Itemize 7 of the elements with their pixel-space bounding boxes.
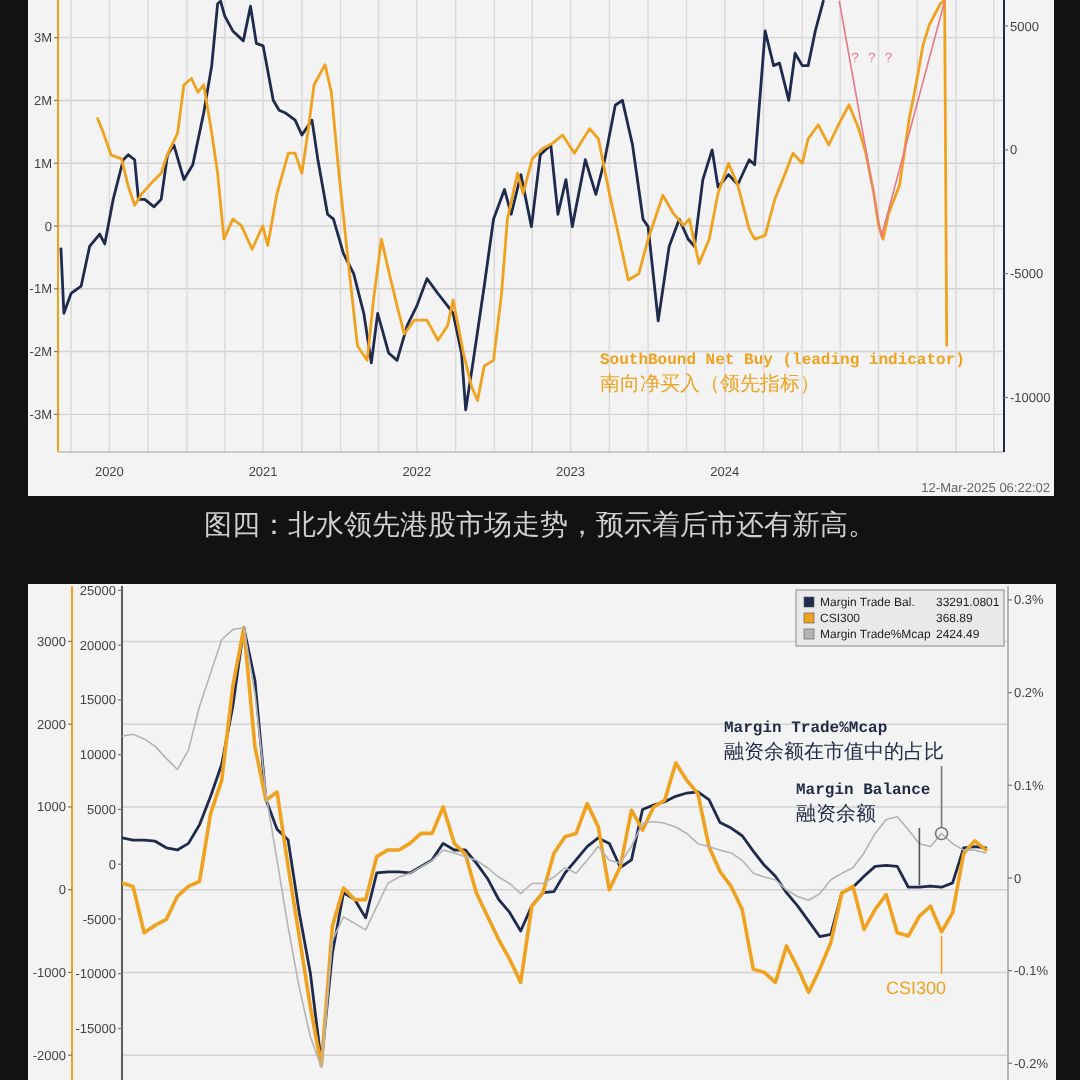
- annotation: ? ? ?: [850, 52, 894, 68]
- annotation: CSI300: [886, 978, 947, 998]
- text: 图四：北水领先港股市场走势，预示着后市还有新高。: [204, 510, 876, 542]
- annotation: Margin Trade%Mcap 融资余额在市值中的占比: [724, 720, 944, 764]
- annotation: Margin Balance 融资余额: [796, 782, 931, 826]
- series-label: SouthBound Net Buy (leading indicator) 南向净买入（领先指标）: [600, 352, 965, 396]
- text: 12-Mar-2025 06:22:02: [921, 482, 1051, 496]
